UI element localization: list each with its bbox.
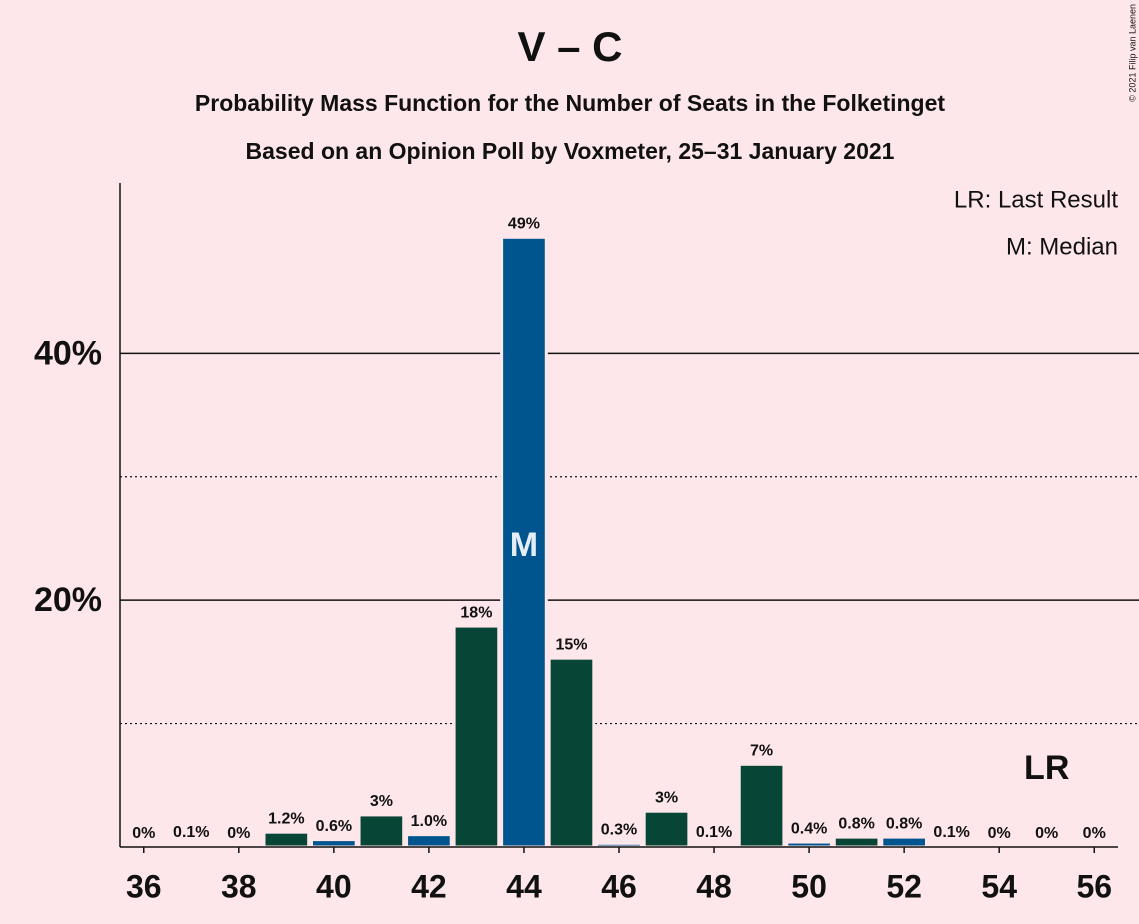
copyright: © 2021 Filip van Laenen [1127,4,1137,102]
value-label: 0.8% [838,815,874,832]
x-tick-label: 54 [981,868,1017,904]
value-label: 0.1% [173,824,209,841]
bar [832,835,881,849]
x-tick-label: 38 [221,868,257,904]
value-label: 0.1% [696,824,732,841]
value-label: 3% [370,793,393,810]
value-label: 15% [555,636,587,653]
chart-title: V – C [517,23,622,70]
value-label: 1.2% [268,810,304,827]
x-tick-label: 56 [1076,868,1112,904]
value-label: 0.3% [601,822,637,839]
chart-subtitle: Probability Mass Function for the Number… [195,90,945,116]
value-label: 0.6% [316,818,352,835]
x-tick-label: 36 [126,868,162,904]
value-label: 1.0% [411,813,447,830]
bar [262,830,311,849]
value-label: 0% [1083,825,1106,842]
x-tick-label: 46 [601,868,637,904]
value-label: 49% [508,216,540,233]
x-tick-label: 42 [411,868,447,904]
bar [737,762,786,849]
y-tick-label: 40% [34,334,102,372]
x-tick-label: 44 [506,868,542,904]
chart-subtitle: Based on an Opinion Poll by Voxmeter, 25… [246,138,895,164]
x-tick-label: 52 [886,868,922,904]
value-label: 0.4% [791,820,827,837]
last-result-marker: LR [1024,749,1069,787]
bar [452,624,501,849]
y-tick-label: 20% [34,581,102,619]
x-tick-label: 48 [696,868,732,904]
value-label: 7% [750,743,773,760]
bar [405,833,453,849]
value-label: 0% [988,825,1011,842]
value-label: 3% [655,789,678,806]
legend-entry: LR: Last Result [954,186,1118,213]
legend-entry: M: Median [1006,233,1118,260]
bar [547,656,596,849]
x-tick-label: 40 [316,868,352,904]
bar [880,835,928,849]
bar [357,813,406,849]
value-label: 0.8% [886,815,922,832]
bar [310,838,358,849]
value-label: 0.1% [933,824,969,841]
value-label: 18% [460,604,492,621]
value-label: 0% [1035,825,1058,842]
value-label: 0% [227,825,250,842]
value-label: 0% [132,825,155,842]
bar [500,235,548,849]
median-marker: M [510,526,538,564]
bar [642,809,691,849]
x-tick-label: 50 [791,868,827,904]
